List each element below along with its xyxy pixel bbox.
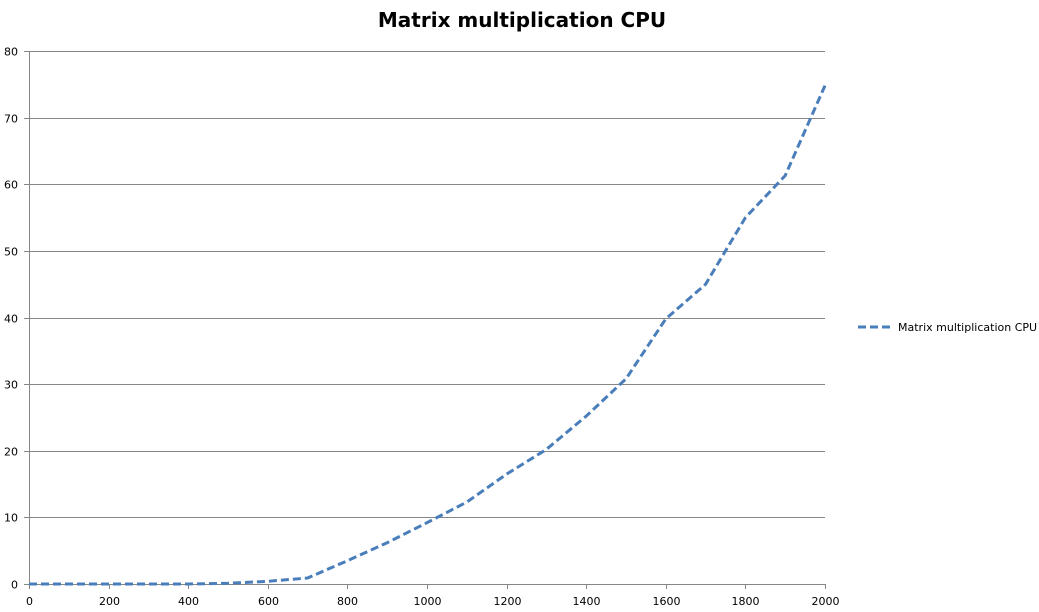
y-tick-label: 20: [4, 446, 18, 459]
y-tick-label: 60: [4, 179, 18, 192]
x-tick-label: 0: [26, 595, 33, 608]
legend: Matrix multiplication CPU: [858, 321, 1037, 334]
x-tick-label: 1200: [494, 595, 522, 608]
y-tick-label: 0: [11, 579, 18, 592]
series-line-0: [29, 84, 827, 586]
chart-title: Matrix multiplication CPU: [378, 8, 666, 32]
y-tick-label: 50: [4, 246, 18, 259]
y-tick-label: 80: [4, 46, 18, 59]
legend-label: Matrix multiplication CPU: [898, 321, 1037, 334]
y-tick-label: 40: [4, 313, 18, 326]
y-tick-label: 10: [4, 512, 18, 525]
x-axis-ticks: 0 200 400 600 800 1000 1200 1400 1600 1800 2000: [26, 595, 840, 608]
x-tick-label: 800: [337, 595, 358, 608]
y-tick-label: 30: [4, 379, 18, 392]
x-tick-label: 1400: [573, 595, 601, 608]
y-tick-label: 70: [4, 113, 18, 126]
x-tick-label: 2000: [812, 595, 840, 608]
y-axis-ticks: 0 10 20 30 40 50 60 70 80: [4, 46, 18, 592]
x-tick-label: 1800: [732, 595, 760, 608]
x-tick-label: 200: [99, 595, 120, 608]
x-tick-label: 600: [258, 595, 279, 608]
axes: [24, 51, 826, 589]
x-tick-label: 400: [178, 595, 199, 608]
x-tick-label: 1600: [653, 595, 681, 608]
gridlines: [29, 51, 825, 518]
series-layer: [29, 84, 827, 586]
x-tick-label: 1000: [414, 595, 442, 608]
